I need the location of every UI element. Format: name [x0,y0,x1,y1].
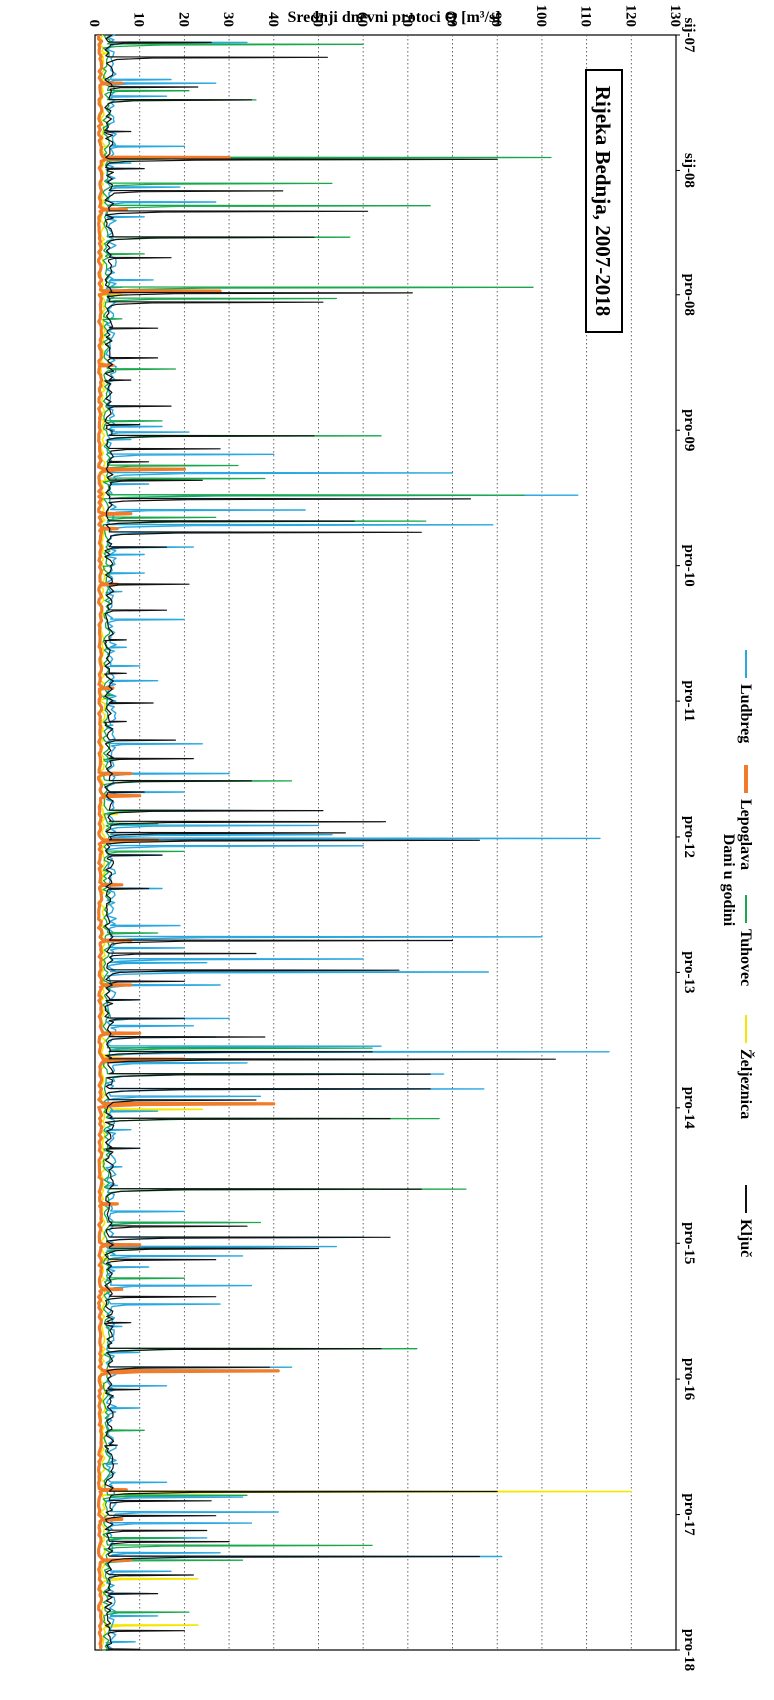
x-tick-label: pro-13 [681,951,697,993]
y-axis-title: Srednji dnevni protoci Q [m³/s] [287,9,500,26]
x-tick-label: pro-14 [681,1087,697,1130]
x-tick-label: pro-10 [681,545,697,587]
legend: Ludbreg Lepoglava Tuhovec Željeznica Ključ [737,650,756,1257]
x-tick-label: pro-11 [681,680,697,721]
y-tick-label: 20 [175,12,191,27]
legend-label-kljuc: Ključ [737,1219,754,1257]
y-tick-label: 70 [399,12,415,27]
x-tick-label: pro-16 [681,1358,697,1401]
y-tick-label: 90 [488,12,504,27]
chart-title-frame [585,69,623,333]
x-tick-label: sij-08 [681,153,697,188]
chart-title: Rijeka Bednja, 2007-2018 [591,86,615,316]
chart-title-box: Rijeka Bednja, 2007-2018 [585,69,623,333]
legend-label-zeljeznica: Željeznica [737,1049,756,1119]
series-line-lepoglava [97,34,280,1650]
series-layer [97,34,633,1651]
y-tick-label: 30 [220,12,236,27]
legend-label-ludbreg: Ludbreg [737,684,754,743]
x-axis-ticks: sij-07 sij-08 pro-08 pro-09 pro-10 pro-11 pro-… [676,18,697,1671]
y-tick-label: 0 [86,20,102,28]
chart-rotated-group: 0 10 20 30 40 50 60 70 80 90 100 110 120 130 sij-07si… [86,5,756,1672]
x-tick-label: pro-09 [681,409,697,451]
y-tick-label: 10 [131,12,147,27]
x-tick-label: pro-12 [681,816,697,858]
x-tick-label: pro-17 [681,1493,697,1536]
y-axis-ticks: 0 10 20 30 40 50 60 70 80 90 100 110 120 130 [86,5,683,28]
y-tick-label: 60 [354,12,370,27]
x-axis-title: Dani u godini [720,834,737,927]
x-tick-label: pro-15 [681,1222,697,1264]
x-tick-label: pro-18 [681,1629,697,1671]
series-line-ludbreg [105,34,610,1650]
legend-label-tuhovec: Tuhovec [737,929,754,986]
y-tick-label: 100 [533,5,549,28]
x-tick-label: pro-08 [681,274,697,316]
series-line-kljuc [104,34,556,1651]
y-tick-label: 110 [578,5,594,27]
y-tick-label: 50 [309,12,325,27]
x-tick-label: sij-07 [681,18,697,53]
y-tick-label: 120 [622,5,638,28]
y-tick-label: 80 [444,12,460,27]
legend-label-lepoglava: Lepoglava [737,799,754,870]
y-tick-label: 40 [265,12,281,27]
y-tick-label: 130 [667,5,683,28]
